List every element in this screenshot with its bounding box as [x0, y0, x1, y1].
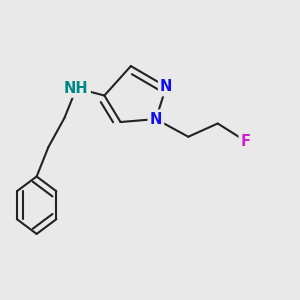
Text: N: N: [160, 79, 172, 94]
Text: NH: NH: [64, 81, 89, 96]
Text: N: N: [150, 112, 162, 127]
Text: F: F: [241, 134, 251, 149]
